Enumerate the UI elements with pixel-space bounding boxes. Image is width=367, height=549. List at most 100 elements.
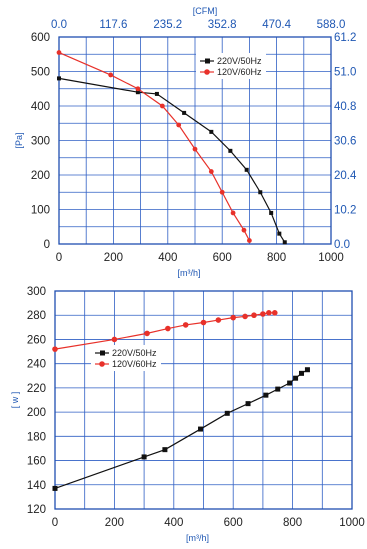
series-120V/60Hz [56, 50, 252, 243]
legend-marker [100, 350, 105, 356]
data-point [277, 231, 282, 236]
data-point [208, 169, 214, 174]
data-point [242, 313, 248, 320]
y-tick-label: 160 [27, 456, 46, 468]
plot-frame [58, 36, 332, 245]
data-point [162, 447, 168, 453]
top-tick-label: 588.0 [317, 19, 346, 31]
top-tick-label: 235.2 [153, 19, 182, 31]
x-tick-label: 800 [283, 517, 302, 529]
data-point [263, 392, 269, 398]
legend-marker [204, 69, 210, 75]
data-point [275, 386, 281, 392]
data-point [135, 90, 140, 95]
data-point [224, 410, 230, 416]
data-point [182, 110, 187, 115]
series-220V/50Hz [57, 76, 287, 245]
data-point [192, 146, 198, 152]
x-tick-label: 200 [104, 252, 123, 264]
data-point [269, 210, 274, 215]
y-tick-label: 0 [44, 239, 50, 251]
x-tick-label: 0 [52, 517, 58, 529]
legend-label: 120V/60Hz [112, 359, 157, 369]
data-point [304, 367, 310, 373]
y-tick-label: 180 [27, 431, 46, 443]
secondary-x-axis-label: [CFM] [193, 6, 218, 16]
data-point [219, 189, 225, 195]
data-point [52, 485, 58, 491]
data-point [209, 129, 214, 134]
x-tick-label: 0 [56, 252, 62, 264]
legend-marker [99, 361, 105, 367]
series-120V/60Hz [52, 310, 278, 352]
top-tick-label: 352.8 [208, 19, 237, 31]
legend-label: 120V/60Hz [217, 67, 262, 77]
data-point [293, 375, 299, 381]
y-axis-label: [Pa] [14, 132, 24, 148]
legend-label: 220V/50Hz [217, 56, 262, 66]
y-tick-label: 600 [31, 32, 50, 44]
legend-label: 220V/50Hz [112, 348, 157, 358]
power-vs-airflow-chart: 0 200 400 600 800 1000 120 140 160 180 200 220 240 26… [10, 286, 365, 543]
data-point [159, 103, 165, 109]
top-tick-label: 470.4 [262, 19, 291, 31]
x-tick-label: 600 [213, 252, 232, 264]
right-tick-label: 10.2 [334, 205, 356, 217]
y-tick-label: 300 [31, 136, 50, 148]
data-point [266, 310, 272, 316]
data-point [200, 319, 207, 326]
y-tick-label: 200 [31, 170, 50, 182]
data-point [165, 325, 171, 332]
data-point [271, 310, 278, 316]
y-tick-label: 120 [27, 504, 46, 516]
y-tick-label: 300 [27, 286, 46, 298]
x-axis-label: [m³/h] [177, 268, 200, 278]
right-tick-label: 51.0 [334, 67, 356, 79]
data-point [260, 311, 266, 317]
data-point [230, 314, 236, 321]
y-tick-label: 260 [27, 334, 46, 346]
data-point [52, 346, 58, 352]
y-tick-label: 140 [27, 480, 46, 492]
y-axis-label: [ w ] [10, 392, 20, 409]
x-tick-label: 200 [105, 517, 124, 529]
right-tick-label: 61.2 [334, 32, 356, 44]
data-point [135, 86, 141, 92]
y-tick-label: 200 [27, 407, 46, 419]
plot-frame [54, 290, 353, 510]
data-point [258, 190, 263, 195]
data-point [245, 401, 251, 407]
y-tick-label: 500 [31, 67, 50, 79]
data-point [198, 426, 204, 432]
x-tick-label: 600 [224, 517, 243, 529]
x-tick-label: 1000 [318, 252, 344, 264]
data-point [141, 454, 147, 460]
data-point [241, 227, 247, 233]
data-point [144, 330, 150, 337]
x-tick-label: 400 [158, 252, 177, 264]
y-tick-label: 220 [27, 383, 46, 395]
right-tick-label: 30.6 [334, 136, 356, 148]
data-point [282, 240, 287, 245]
data-point [251, 312, 257, 319]
data-point [154, 91, 159, 96]
data-point [111, 336, 118, 343]
top-tick-label: 0.0 [51, 19, 67, 31]
data-point [56, 50, 62, 55]
series-220V/50Hz [52, 367, 310, 491]
x-tick-label: 1000 [339, 517, 365, 529]
data-point [230, 210, 236, 216]
y-tick-label: 280 [27, 310, 46, 322]
right-tick-label: 0.0 [334, 239, 350, 251]
top-tick-label: 117.6 [99, 19, 127, 31]
data-point [176, 122, 182, 128]
data-point [182, 322, 189, 328]
y-tick-label: 400 [31, 101, 50, 113]
y-tick-label: 100 [31, 205, 50, 217]
x-tick-label: 800 [267, 252, 286, 264]
data-point [299, 370, 305, 376]
